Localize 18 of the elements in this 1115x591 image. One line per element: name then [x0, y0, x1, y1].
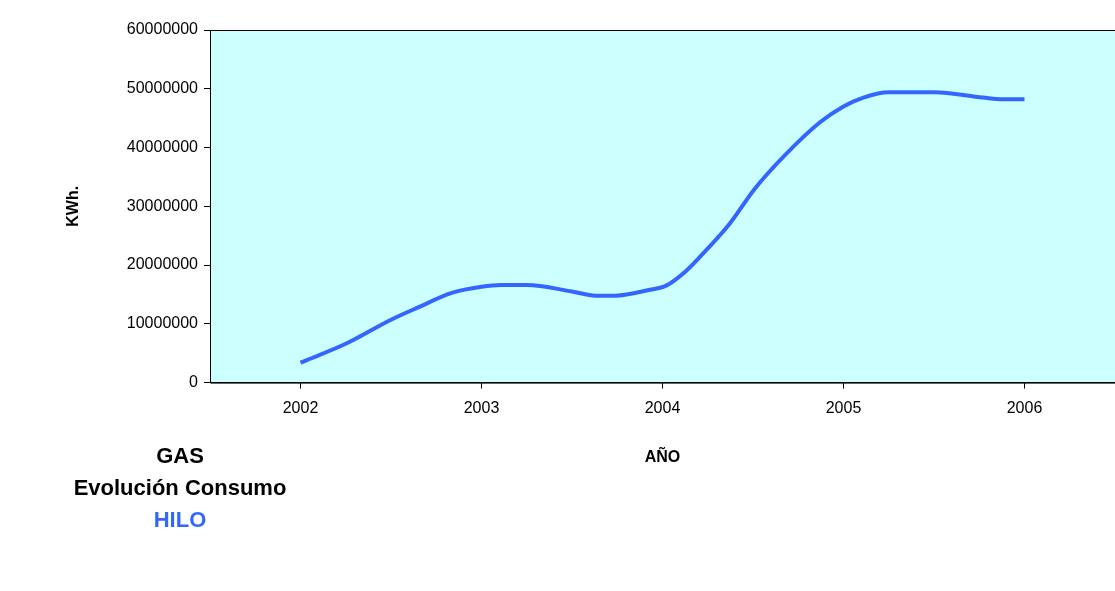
x-tick-label: 2002: [282, 398, 319, 416]
y-tick-label: 20000000: [126, 255, 199, 273]
text: GAS: [155, 442, 205, 470]
x-tick-label: 2004: [644, 398, 681, 416]
x-tick-label: 2003: [463, 398, 500, 416]
line-series: [298, 90, 1027, 365]
y-axis-title: KWh.: [64, 185, 82, 227]
x-tick-label: 2005: [825, 398, 862, 416]
y-tick-label: 0: [189, 373, 199, 391]
text: HILO: [152, 506, 208, 534]
y-tick-label: 40000000: [126, 137, 199, 155]
y-tick-label: 60000000: [126, 20, 199, 38]
text: Evolución Consumo: [72, 474, 288, 502]
x-tick-label: 2006: [1006, 398, 1043, 416]
y-tick-label: 50000000: [126, 79, 199, 97]
x-axis-title: AÑO: [644, 445, 681, 465]
y-tick-label: 30000000: [126, 196, 199, 214]
y-tick-label: 10000000: [126, 314, 199, 332]
